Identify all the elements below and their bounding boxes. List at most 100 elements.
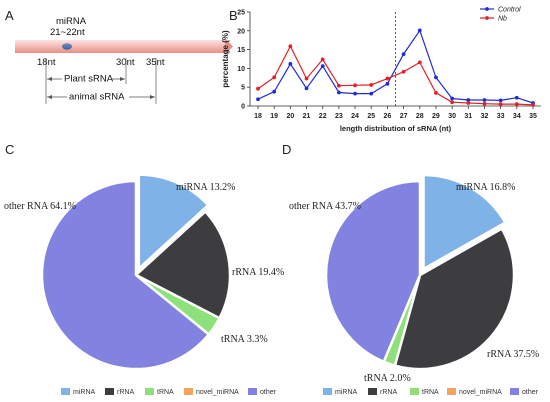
pie-label-other: other RNA 64.1% [4, 201, 76, 212]
data-point-nb [272, 75, 277, 80]
pie-label-tRNA: tRNA 2.0% [364, 373, 411, 384]
legend-d: miRNA rRNA tRNA novel_miRNA other [323, 388, 539, 396]
data-point-control [320, 64, 325, 69]
panel-d: D miRNA 16.8% rRNA 37.5% tRNA 2.0% other RN… [282, 142, 539, 396]
legend-label-novel_miRNA: novel_miRNA [459, 389, 502, 396]
x-tick-label: 31 [464, 113, 472, 120]
data-point-nb [336, 83, 341, 88]
y-tick-label: 5 [241, 85, 245, 92]
panel-letter-a: A [5, 8, 14, 23]
legend-swatch-novel_miRNA [447, 388, 456, 395]
legend-label-tRNA: tRNA [157, 389, 174, 396]
y-tick-label: 20 [237, 28, 245, 35]
x-tick-label: 30 [448, 113, 456, 120]
pie-label-miRNA: miRNA 16.8% [456, 182, 515, 193]
mirna-label: miRNA [56, 16, 87, 27]
legend-label-miRNA: miRNA [73, 389, 95, 396]
legend-label-rRNA: rRNA [117, 389, 134, 396]
x-tick-label: 23 [335, 113, 343, 120]
x-tick-label: 34 [513, 113, 521, 120]
data-point-control [385, 81, 390, 86]
pie-chart-c: miRNA 13.2% rRNA 19.4% tRNA 3.3% other RNA … [4, 173, 284, 371]
length-scale-bar [15, 40, 225, 53]
legend-label-other: other [260, 389, 277, 396]
pie-label-rRNA: rRNA 37.5% [487, 349, 539, 360]
data-point-nb [353, 83, 357, 88]
data-point-control [482, 98, 487, 102]
x-tick-label: 33 [497, 113, 505, 120]
length-scale-arrowhead [225, 38, 233, 55]
pie-slice-other [324, 179, 422, 363]
data-point-nb [288, 44, 293, 49]
plant-arrow-left [47, 77, 52, 81]
data-point-control [288, 61, 293, 66]
animal-arrow-left [47, 95, 52, 99]
data-point-nb [417, 60, 422, 65]
x-tick-label: 28 [416, 113, 424, 120]
data-point-nb [514, 102, 519, 107]
panel-c: C miRNA 13.2% rRNA 19.4% tRNA 3.3% other RN… [4, 142, 284, 396]
legend-label-novel_miRNA: novel_miRNA [196, 389, 239, 396]
panel-letter-b: B [229, 8, 238, 23]
x-tick-label: 21 [303, 113, 311, 120]
mirna-marker [62, 43, 72, 50]
pie-chart-d: miRNA 16.8% rRNA 37.5% tRNA 2.0% other RNA … [289, 173, 539, 384]
legend-label-rRNA: rRNA [380, 389, 397, 396]
x-tick-label: 26 [384, 113, 392, 120]
y-tick-label: 15 [237, 47, 245, 54]
legend-swatch-novel_miRNA [184, 388, 193, 395]
data-point-control [450, 96, 455, 101]
data-point-control [336, 90, 341, 95]
data-point-nb [482, 101, 487, 106]
x-tick-label: 24 [351, 113, 359, 120]
pie-slice-miRNA [137, 173, 210, 270]
legend-swatch-tRNA [410, 388, 419, 395]
series-line-control [257, 29, 534, 104]
data-point-control [466, 98, 471, 102]
animal-srna-label: animal sRNA [69, 92, 125, 103]
pie-slice-miRNA [422, 173, 507, 271]
legend-swatch-rRNA [368, 388, 377, 395]
pie-label-tRNA: tRNA 3.3% [221, 334, 268, 345]
plant-label-bg [62, 72, 112, 84]
x-tick-label: 29 [432, 113, 440, 120]
mirna-range-label: 21~22nt [50, 27, 85, 38]
plant-arrow-right [120, 77, 125, 81]
data-point-nb [466, 101, 471, 105]
legend-label-miRNA: miRNA [335, 389, 357, 396]
data-point-control [304, 86, 309, 91]
data-point-control [498, 98, 503, 103]
legend-entry-control: Control [498, 7, 521, 14]
data-point-nb [304, 76, 309, 81]
x-tick-label: 25 [367, 113, 375, 120]
data-point-nb [498, 102, 503, 107]
legend-label-other: other [522, 389, 539, 396]
mark-18nt: 18nt [37, 57, 56, 68]
data-point-control [353, 91, 357, 96]
data-point-control [256, 97, 260, 102]
data-point-nb [434, 90, 438, 95]
panel-letter-c: C [5, 142, 14, 157]
line-chart: 0 5 10 15 20 25 18 19 20 21 22 23 24 25 26 27 28 29 30 31 32… [221, 7, 541, 133]
animal-arrow-right [150, 95, 155, 99]
legend-swatch-dot [485, 7, 489, 11]
legend-swatch-rRNA [105, 388, 114, 395]
mark-35nt: 35nt [146, 57, 165, 68]
y-tick-label: 10 [237, 66, 245, 73]
pie-slice-rRNA [134, 210, 232, 320]
legend-swatch-other [510, 388, 519, 395]
plant-srna-label: Plant sRNA [64, 74, 114, 85]
legend-label-tRNA: tRNA [422, 389, 439, 396]
x-axis-title: length distribution of sRNA (nt) [340, 124, 452, 133]
data-point-control [272, 89, 277, 94]
pie-slice-rRNA [393, 227, 516, 371]
legend-swatch-tRNA [145, 388, 154, 395]
data-point-nb [256, 86, 260, 91]
x-tick-label: 32 [481, 113, 489, 120]
legend-swatch-other [248, 388, 257, 395]
data-point-control [417, 28, 422, 33]
legend-entry-nb: Nb [498, 16, 507, 23]
data-point-control [401, 52, 406, 57]
data-point-nb [450, 100, 455, 105]
